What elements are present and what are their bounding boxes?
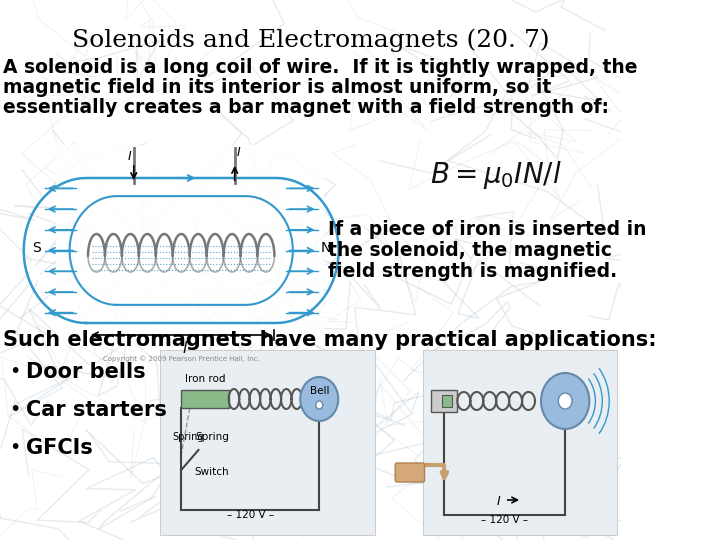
Text: •: • xyxy=(9,438,20,457)
Text: GFCIs: GFCIs xyxy=(26,438,93,458)
Text: Solenoids and Electromagnets (20. 7): Solenoids and Electromagnets (20. 7) xyxy=(72,28,549,51)
Text: Iron rod: Iron rod xyxy=(185,374,225,384)
Text: magnetic field in its interior is almost uniform, so it: magnetic field in its interior is almost… xyxy=(4,78,552,97)
Text: Copyright © 2009 Pearson Prentice Hall, Inc.: Copyright © 2009 Pearson Prentice Hall, … xyxy=(103,355,260,362)
Text: Bell: Bell xyxy=(310,386,329,396)
Text: N: N xyxy=(321,241,331,255)
Text: S: S xyxy=(32,241,40,255)
Text: $B = \mu_0 IN/l$: $B = \mu_0 IN/l$ xyxy=(431,159,562,191)
Circle shape xyxy=(300,377,338,421)
Text: I: I xyxy=(236,146,240,159)
Text: essentially creates a bar magnet with a field strength of:: essentially creates a bar magnet with a … xyxy=(4,98,609,117)
Text: If a piece of iron is inserted in: If a piece of iron is inserted in xyxy=(328,220,647,239)
Text: $l$: $l$ xyxy=(182,340,189,356)
Text: Car starters: Car starters xyxy=(26,400,167,420)
FancyBboxPatch shape xyxy=(160,350,375,535)
Text: Spring: Spring xyxy=(196,432,230,442)
Text: – 120 V –: – 120 V – xyxy=(227,510,274,520)
Text: I: I xyxy=(496,495,500,508)
Text: Spring: Spring xyxy=(173,432,204,442)
Circle shape xyxy=(316,401,323,409)
Text: Switch: Switch xyxy=(194,467,229,477)
Bar xyxy=(442,395,452,407)
Text: the solenoid, the magnetic: the solenoid, the magnetic xyxy=(328,241,612,260)
Text: A solenoid is a long coil of wire.  If it is tightly wrapped, the: A solenoid is a long coil of wire. If it… xyxy=(4,58,638,77)
Text: •: • xyxy=(9,362,20,381)
FancyBboxPatch shape xyxy=(56,145,323,345)
Text: I: I xyxy=(127,150,132,163)
Text: field strength is magnified.: field strength is magnified. xyxy=(328,262,617,281)
Bar xyxy=(431,390,457,412)
Text: Such electromagnets have many practical applications:: Such electromagnets have many practical … xyxy=(4,330,657,350)
Text: •: • xyxy=(9,400,20,419)
Circle shape xyxy=(558,393,572,409)
FancyBboxPatch shape xyxy=(395,463,425,482)
FancyBboxPatch shape xyxy=(423,350,617,535)
Bar xyxy=(181,390,229,408)
Circle shape xyxy=(541,373,590,429)
Text: – 120 V –: – 120 V – xyxy=(481,515,528,525)
Text: Door bells: Door bells xyxy=(26,362,145,382)
